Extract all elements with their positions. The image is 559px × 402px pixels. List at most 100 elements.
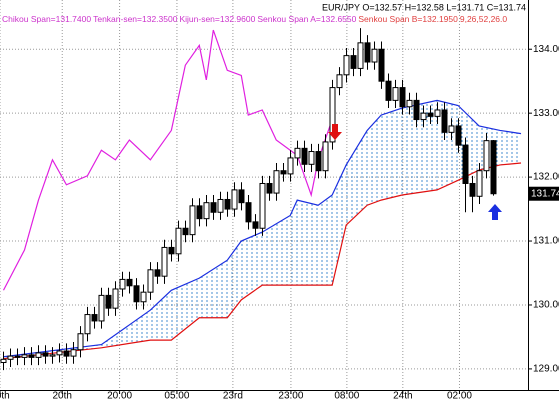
candle-body <box>259 182 266 229</box>
candle-body <box>378 48 385 82</box>
candle-body <box>455 125 462 146</box>
candle-body <box>308 151 315 165</box>
candle-body <box>343 55 350 76</box>
candle-body <box>217 198 224 213</box>
candle-body <box>140 291 147 303</box>
candle-body <box>490 140 497 195</box>
candle-body <box>42 352 49 357</box>
x-tick-label: 20:00 <box>107 391 132 402</box>
candle-body <box>238 189 245 204</box>
candle-body <box>168 246 175 255</box>
candle-body <box>245 202 252 223</box>
candle-body <box>175 227 182 255</box>
lines <box>2 29 522 360</box>
indicator-line <box>3 162 522 360</box>
candles <box>0 28 497 371</box>
candle-body <box>7 355 14 360</box>
x-tick-label: 23:00 <box>278 391 303 402</box>
price-box <box>529 186 559 201</box>
y-tick-label: 129.00 <box>533 364 559 375</box>
candle-body <box>231 189 238 210</box>
candle-body <box>294 147 301 159</box>
y-tick-label: 134.00 <box>533 44 559 55</box>
candle-body <box>28 354 35 358</box>
candle-body <box>105 294 112 309</box>
candle-body <box>385 80 392 101</box>
candle-body <box>413 99 420 121</box>
candle-body <box>84 314 91 335</box>
candle-body <box>14 355 21 358</box>
candle-body <box>133 285 140 303</box>
y-tick-label: 132.00 <box>533 172 559 183</box>
x-tick-label: 23rd <box>223 391 243 402</box>
candle-body <box>112 288 119 309</box>
candle-body <box>336 74 343 89</box>
candle-body <box>98 294 105 322</box>
candle-body <box>189 205 196 236</box>
indicator-label: Senkou Span A=132.6550 <box>257 14 356 24</box>
cloud-fill <box>3 100 522 359</box>
buy-arrow <box>488 204 502 220</box>
indicator-line <box>3 99 522 358</box>
candle-body <box>399 87 406 108</box>
candle-body <box>483 140 490 172</box>
x-tick-label: 08:00 <box>334 391 359 402</box>
candle-body <box>287 157 294 175</box>
candle-body <box>56 350 63 356</box>
candle-body <box>224 198 231 210</box>
candle-body <box>469 182 476 197</box>
candle-body <box>182 227 189 236</box>
candle-body <box>161 246 168 277</box>
candle-body <box>441 109 448 133</box>
indicator-label: Senkou Span B=132.1950 <box>358 14 458 24</box>
x-tick-label: 05:00 <box>164 391 189 402</box>
candle-body <box>392 87 399 101</box>
candle-body <box>210 202 217 213</box>
candle-body <box>280 170 287 175</box>
x-tick-label: 02:00 <box>447 391 472 402</box>
candle-body <box>329 87 336 143</box>
candle-body <box>49 354 56 357</box>
candle-body <box>427 112 434 117</box>
x-tick-label: 20th <box>53 391 72 402</box>
candle-body <box>322 141 329 172</box>
candle-body <box>357 42 364 69</box>
indicator-labels: Chikou Span=131.7400 Tenkan-sen=132.3500 K… <box>2 14 507 24</box>
candle-body <box>301 147 308 165</box>
indicator-line <box>2 29 333 291</box>
x-tick-label: 24th <box>393 391 412 402</box>
sell-arrow <box>328 124 342 140</box>
candle-body <box>35 352 42 358</box>
candle-body <box>147 269 154 293</box>
candle-body <box>0 358 7 364</box>
candle-body <box>476 170 483 197</box>
chart-title: EUR/JPY O=132.57 H=132.58 L=131.71 C=131… <box>322 2 526 12</box>
candle-body <box>448 125 455 133</box>
candle-body <box>21 354 28 358</box>
y-tick-label: 131.00 <box>533 236 559 247</box>
candle-body <box>350 55 357 69</box>
candle-body <box>203 202 210 220</box>
indicator-label: Tenkan-sen=132.3500 <box>93 14 178 24</box>
candle-body <box>154 269 161 277</box>
candle-body <box>364 42 371 63</box>
candle-body <box>77 333 84 351</box>
candle-body <box>70 349 77 357</box>
candle-body <box>434 109 441 117</box>
indicator-label: Chikou Span=131.7400 <box>2 14 91 24</box>
candle-body <box>371 48 378 63</box>
price-label: 131.74 <box>531 188 559 199</box>
candle-body <box>196 205 203 220</box>
cloud <box>3 100 522 359</box>
candle-body <box>420 112 427 121</box>
candle-body <box>315 151 322 172</box>
x-tick-label: 20th <box>0 391 10 402</box>
candle-body <box>63 350 70 357</box>
candle-body <box>266 182 273 194</box>
candle-body <box>252 221 259 229</box>
indicator-label: Kijun-sen=132.9600 <box>179 14 255 24</box>
candle-body <box>462 144 469 184</box>
